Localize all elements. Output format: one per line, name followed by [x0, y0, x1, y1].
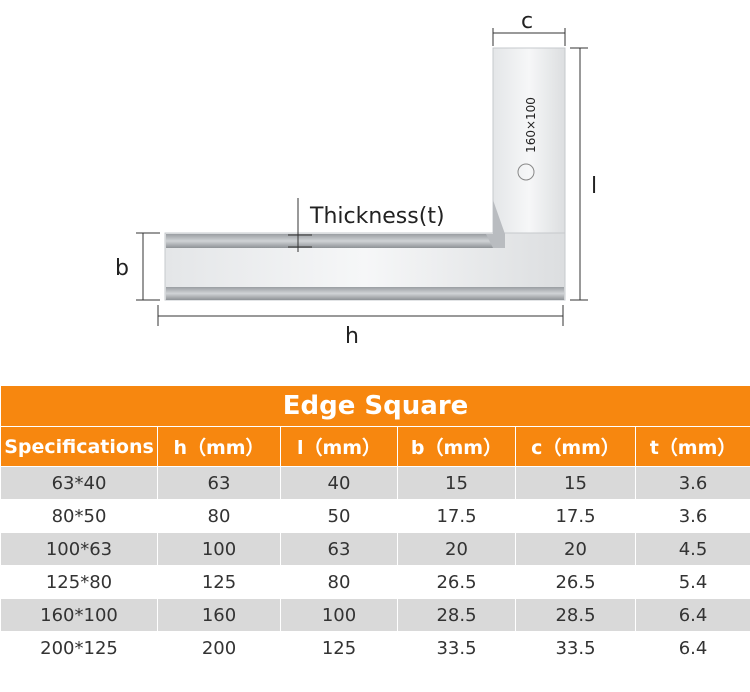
table-cell: 80*50: [0, 499, 158, 533]
table-row: 80*50 80 50 17.5 17.5 3.6: [0, 499, 750, 533]
table-cell: 63: [280, 532, 398, 566]
table-cell: 6.4: [634, 631, 750, 665]
table-row: 125*80 125 80 26.5 26.5 5.4: [0, 565, 750, 599]
label-l: l: [591, 174, 597, 199]
header-cell: h（mm）: [157, 426, 281, 467]
table-cell: 80: [157, 499, 281, 533]
table-cell: 6.4: [634, 598, 750, 632]
table-cell: 125: [157, 565, 281, 599]
square-illustration: 160×100: [164, 47, 566, 301]
dimension-lines: [136, 28, 588, 326]
table-row: 160*100 160 100 28.5 28.5 6.4: [0, 598, 750, 632]
table-cell: 160*100: [0, 598, 158, 632]
table-cell: 125: [280, 631, 398, 665]
table-cell: 20: [515, 532, 636, 566]
engraving: 160×100: [524, 97, 538, 153]
table-cell: 17.5: [515, 499, 636, 533]
table-cell: 20: [397, 532, 516, 566]
label-b: b: [115, 256, 129, 281]
table-row: 63*40 63 40 15 15 3.6: [0, 466, 750, 500]
table-cell: 33.5: [515, 631, 636, 665]
table-cell: 50: [280, 499, 398, 533]
table-cell: 15: [397, 466, 516, 500]
table-cell: 100*63: [0, 532, 158, 566]
table-row: 200*125 200 125 33.5 33.5 6.4: [0, 631, 750, 665]
table-cell: 100: [157, 532, 281, 566]
diagram: 160×100 c l b h Thickness(t): [115, 9, 597, 349]
table-title: Edge Square: [0, 385, 750, 427]
table-cell: 125*80: [0, 565, 158, 599]
header-row: Specifications h（mm） l（mm） b（mm） c（mm） t（mm）: [0, 426, 750, 467]
table-cell: 26.5: [515, 565, 636, 599]
table-cell: 15: [515, 466, 636, 500]
table-cell: 160: [157, 598, 281, 632]
header-cell: Specifications: [0, 426, 158, 467]
label-h: h: [345, 324, 359, 349]
table-cell: 3.6: [634, 499, 750, 533]
header-cell: c（mm）: [515, 426, 636, 467]
table-cell: 5.4: [634, 565, 750, 599]
table-cell: 63: [157, 466, 281, 500]
label-thickness: Thickness(t): [309, 204, 445, 229]
table-cell: 40: [280, 466, 398, 500]
table-cell: 200*125: [0, 631, 158, 665]
table-cell: 4.5: [634, 532, 750, 566]
table-cell: 100: [280, 598, 398, 632]
table-cell: 200: [157, 631, 281, 665]
table-cell: 28.5: [397, 598, 516, 632]
header-cell: l（mm）: [280, 426, 398, 467]
table-cell: 26.5: [397, 565, 516, 599]
label-c: c: [521, 9, 533, 34]
table-cell: 3.6: [634, 466, 750, 500]
header-cell: b（mm）: [397, 426, 516, 467]
table-cell: 63*40: [0, 466, 158, 500]
table-row: 100*63 100 63 20 20 4.5: [0, 532, 750, 566]
table-body: 63*40 63 40 15 15 3.6 80*50 80 50 17.5 17.5 3.6 100*…: [0, 466, 750, 665]
spec-table: Edge Square Specifications h（mm） l（mm） b（mm…: [0, 385, 750, 665]
table-cell: 80: [280, 565, 398, 599]
header-cell: t（mm）: [634, 426, 750, 467]
table-cell: 28.5: [515, 598, 636, 632]
table-cell: 17.5: [397, 499, 516, 533]
table-cell: 33.5: [397, 631, 516, 665]
